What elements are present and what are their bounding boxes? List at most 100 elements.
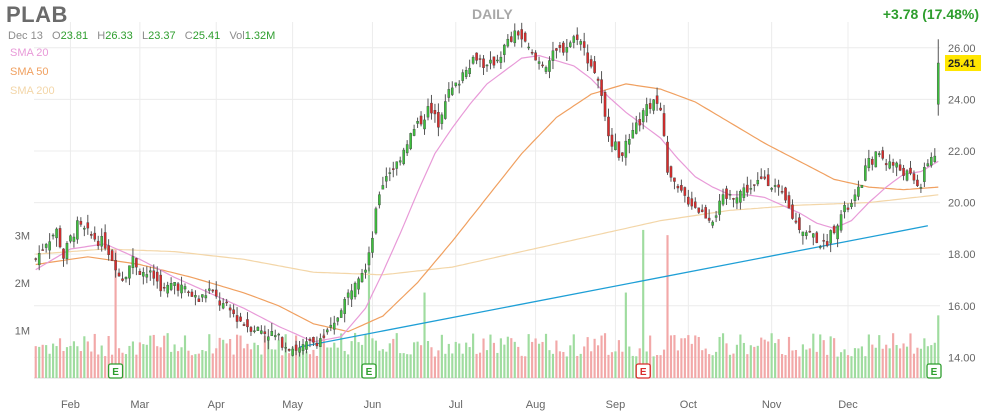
volume-bar (888, 348, 891, 378)
candle-body (836, 225, 839, 240)
open-value: 23.81 (60, 30, 89, 42)
candle-body (83, 227, 86, 230)
volume-bar (597, 345, 600, 378)
volume-bar (263, 335, 266, 378)
candle-body (575, 34, 579, 40)
volume-bar (728, 354, 732, 378)
candle-body (62, 248, 65, 259)
candle-body (117, 272, 121, 277)
candle-body (124, 276, 128, 280)
candle-body (825, 241, 829, 246)
candle-body (548, 60, 551, 72)
volume-bar (242, 348, 246, 378)
volume-bar (482, 338, 485, 378)
candle-body (530, 52, 534, 54)
candle-body (780, 191, 784, 193)
candle-body (444, 101, 447, 119)
candle-body (242, 324, 246, 326)
candle-body (818, 246, 822, 248)
candle-body (812, 233, 815, 238)
candle-body (881, 150, 885, 159)
candle-body (412, 129, 416, 136)
candle-body (89, 234, 93, 236)
candle-body (770, 187, 773, 190)
volume-bar (833, 338, 836, 378)
candle-body (440, 114, 444, 124)
volume-bar (649, 335, 652, 378)
candle-body (895, 162, 898, 168)
candle-body (315, 342, 319, 347)
earnings-badge (107, 363, 124, 379)
volume-bar (461, 353, 464, 378)
candle-body (808, 230, 812, 233)
candle-body (201, 294, 204, 298)
volume-bar (808, 348, 811, 378)
candle-body (832, 225, 836, 234)
volume-bar (444, 353, 447, 378)
volume-bar (524, 356, 527, 378)
volume-bar (749, 345, 752, 378)
candle-body (652, 99, 655, 111)
candle-body (933, 155, 937, 162)
volume-bar (308, 354, 312, 378)
candle-body (628, 139, 631, 145)
candle-body (614, 141, 617, 151)
volume-bar (919, 348, 922, 378)
volume-bar (909, 333, 912, 378)
volume-bar (100, 345, 103, 378)
volume-bar (794, 349, 798, 378)
candle-body (204, 295, 208, 299)
volume-bar (437, 350, 440, 378)
volume-bar (923, 338, 926, 378)
volume-bar (156, 346, 159, 378)
candle-body (391, 168, 395, 170)
volume-bar (399, 353, 402, 378)
volume-bar (180, 347, 183, 378)
candle-body (794, 220, 798, 223)
volume-bar (513, 341, 516, 378)
candle-body (277, 333, 281, 336)
volume-bar (52, 343, 55, 378)
candle-body (34, 258, 38, 260)
volume-bar (124, 354, 128, 378)
candle-body (142, 272, 145, 277)
candle-body (173, 282, 176, 286)
volume-bar (385, 351, 388, 378)
candle-body (135, 258, 138, 268)
candle-body (589, 59, 593, 67)
month-tick-label: Feb (61, 399, 80, 411)
sma-20-line (35, 54, 939, 343)
volume-bar (315, 355, 318, 378)
volume-bar (176, 351, 180, 378)
volume-bar (45, 345, 48, 378)
price-tick-label: 14.00 (948, 352, 976, 364)
volume-bar (867, 334, 870, 378)
candle-body (208, 288, 211, 291)
candle-body (527, 46, 530, 49)
candle-body (169, 283, 173, 290)
candle-body (801, 231, 805, 236)
candle-body (763, 176, 766, 179)
month-tick-label: Apr (208, 399, 225, 411)
volume-bar (579, 353, 582, 378)
candle-body (721, 194, 725, 205)
volume-bar (215, 348, 218, 378)
candle-body (69, 235, 72, 242)
volume-bar (905, 346, 909, 378)
candle-body (718, 200, 721, 215)
candle-body (107, 245, 110, 255)
candle-body (346, 292, 350, 298)
volume-bar (853, 348, 857, 378)
candle-body (76, 220, 79, 240)
candle-body (159, 274, 162, 292)
candle-body (857, 186, 860, 197)
candle-body (374, 208, 378, 234)
candle-body (405, 144, 409, 154)
candle-body (537, 61, 541, 64)
candle-body (110, 250, 114, 261)
price-change: +3.78 (17.48%) (882, 6, 979, 22)
volume-bar (683, 338, 686, 378)
candle-body (926, 163, 930, 167)
candle-body (305, 341, 308, 350)
volume-bar (291, 346, 294, 378)
